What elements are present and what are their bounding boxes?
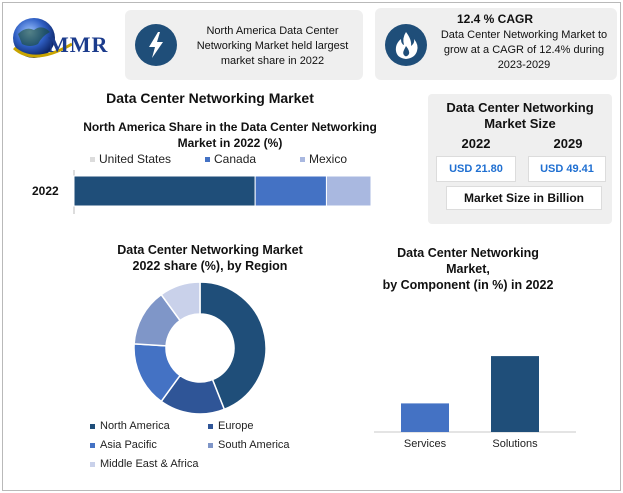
legend-marker bbox=[205, 156, 210, 162]
donut-slice-north-america bbox=[199, 281, 267, 411]
main-title: Data Center Networking Market bbox=[106, 90, 314, 106]
legend-item-north-america: North America bbox=[90, 420, 170, 432]
tick-label-services: Services bbox=[404, 438, 447, 450]
legend-marker bbox=[90, 156, 95, 162]
cagr-line: 2023-2029 bbox=[497, 59, 551, 71]
component-bar-chart: Services Solutions bbox=[374, 356, 576, 450]
info-box-cagr: 12.4 % CAGR Data Center Networking Marke… bbox=[375, 8, 617, 80]
legend-item-europe: Europe bbox=[208, 420, 253, 432]
flame-icon bbox=[385, 24, 427, 66]
year-2022-label: 2022 bbox=[461, 136, 491, 151]
legend-label: South America bbox=[218, 439, 290, 451]
year-2029-label: 2029 bbox=[553, 136, 583, 151]
globe-icon bbox=[12, 18, 73, 58]
legend-label: Asia Pacific bbox=[100, 439, 157, 451]
info-box-leading-region: North America Data Center Networking Mar… bbox=[125, 10, 363, 80]
legend-marker bbox=[208, 423, 213, 429]
legend-marker bbox=[90, 423, 95, 429]
stacked-chart-title: North America Share in the Data Center N… bbox=[70, 119, 390, 151]
donut-slice-middle-east-africa bbox=[160, 281, 201, 322]
lightning-icon bbox=[135, 24, 177, 66]
legend-label: Middle East & Africa bbox=[100, 458, 199, 470]
category-label: 2022 bbox=[32, 184, 59, 198]
donut-chart-title-line: 2022 share (%), by Region bbox=[132, 259, 288, 273]
bar-segment-united-states bbox=[73, 175, 256, 207]
cagr-title: 12.4 % CAGR bbox=[456, 12, 534, 26]
legend-item-middle-east-africa: Middle East & Africa bbox=[90, 458, 198, 470]
donut-chart-title: Data Center Networking Market 2022 share… bbox=[90, 242, 330, 274]
legend-marker bbox=[90, 461, 95, 467]
stacked-chart-title-line: North America Share in the Data Center N… bbox=[83, 120, 377, 134]
donut-chart bbox=[133, 281, 267, 415]
market-size-title: Data Center Networking Market Size bbox=[428, 100, 612, 132]
component-chart-title-line: Data Center Networking bbox=[397, 246, 539, 260]
stacked-bar-chart: 2022 bbox=[32, 170, 372, 214]
legend-item-united-states: United States bbox=[90, 152, 205, 166]
tick-label-solutions: Solutions bbox=[492, 438, 538, 450]
market-size-panel: Data Center Networking Market Size 2022 … bbox=[428, 94, 612, 224]
cagr-line: grow at a CAGR of 12.4% during bbox=[443, 44, 605, 56]
leading-region-line: market share in 2022 bbox=[220, 55, 325, 67]
legend-item-south-america: South America bbox=[208, 439, 290, 451]
legend-label: North America bbox=[100, 420, 170, 432]
component-chart-title-line: Market, bbox=[446, 262, 490, 276]
legend-label: United States bbox=[99, 152, 172, 166]
mmr-logo: MMR bbox=[12, 14, 124, 66]
donut-chart-title-line: Data Center Networking Market bbox=[117, 243, 303, 257]
legend-item-mexico: Mexico bbox=[300, 152, 347, 166]
value-2022: USD 21.80 bbox=[436, 156, 516, 182]
legend-marker bbox=[90, 442, 95, 448]
leading-region-text: North America Data Center Networking Mar… bbox=[185, 24, 360, 69]
legend-item-asia-pacific: Asia Pacific bbox=[90, 439, 157, 451]
cagr-text: Data Center Networking Market to grow at… bbox=[433, 28, 615, 73]
bar-solutions bbox=[491, 356, 539, 432]
component-chart-title: Data Center Networking Market, by Compon… bbox=[358, 245, 578, 293]
value-2029: USD 49.41 bbox=[528, 156, 606, 182]
legend-item-canada: Canada bbox=[205, 152, 300, 166]
bar-segment-mexico bbox=[325, 175, 372, 207]
bar-segment-canada bbox=[254, 175, 327, 207]
legend-label: Canada bbox=[214, 152, 257, 166]
logo-text: MMR bbox=[48, 32, 109, 57]
legend-marker bbox=[300, 156, 305, 162]
legend-label: Europe bbox=[218, 420, 254, 432]
legend-marker bbox=[208, 442, 213, 448]
market-size-unit: Market Size in Billion bbox=[446, 186, 602, 210]
stacked-chart-legend: United States Canada Mexico bbox=[90, 152, 390, 166]
component-chart-title-line: by Component (in %) in 2022 bbox=[382, 278, 554, 292]
market-size-title-line: Data Center Networking bbox=[446, 100, 594, 115]
cagr-line: Data Center Networking Market to bbox=[440, 29, 608, 41]
bar-services bbox=[401, 403, 449, 432]
market-size-title-line: Market Size bbox=[484, 116, 556, 131]
leading-region-line: Networking Market held largest bbox=[196, 40, 349, 52]
legend-label: Mexico bbox=[309, 152, 348, 166]
stacked-chart-title-line: Market in 2022 (%) bbox=[177, 136, 283, 150]
donut-legend: North America Europe Asia Pacific South … bbox=[90, 420, 330, 480]
leading-region-line: North America Data Center bbox=[206, 25, 339, 37]
